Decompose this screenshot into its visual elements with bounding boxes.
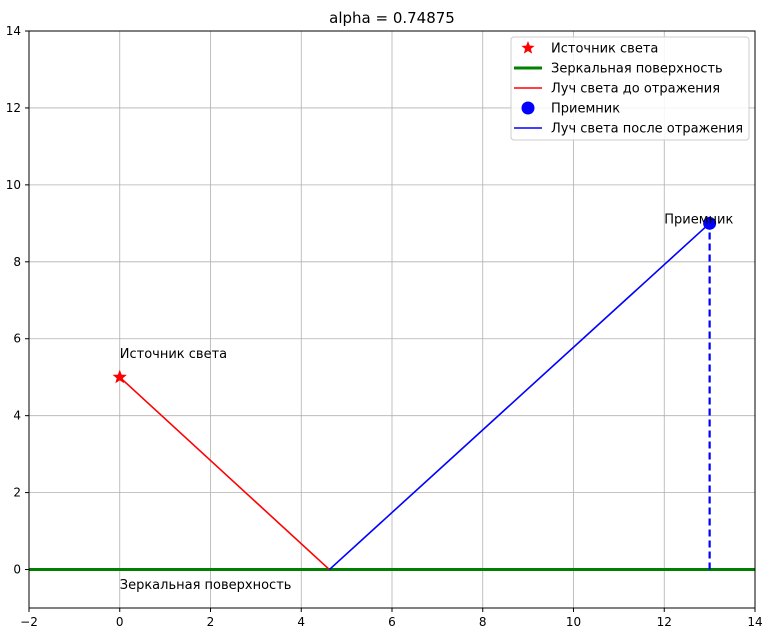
x-tick-label: 2 bbox=[207, 615, 215, 629]
y-tick-label: 6 bbox=[13, 332, 21, 346]
legend-entry-label: Зеркальная поверхность bbox=[551, 62, 723, 77]
axes: −2 0 2 4 6 8 10 12 14 0 2 4 6 8 10 12 14 bbox=[6, 24, 763, 629]
legend-box bbox=[510, 36, 750, 141]
x-tick-label: 14 bbox=[747, 615, 762, 629]
x-tick-label: 12 bbox=[657, 615, 672, 629]
chart-title: alpha = 0.74875 bbox=[329, 9, 455, 27]
annotations: Источник света Приемник Зеркальная поверхн… bbox=[120, 212, 734, 592]
series-layer bbox=[29, 216, 755, 572]
ray-line bbox=[328, 222, 711, 571]
x-tick-label: 4 bbox=[297, 615, 305, 629]
legend-star-icon bbox=[521, 41, 535, 54]
y-tick-label: 2 bbox=[13, 486, 21, 500]
y-tick-label: 12 bbox=[6, 101, 21, 115]
legend-circle-icon bbox=[521, 101, 535, 115]
x-tick-label: 8 bbox=[479, 615, 487, 629]
ray-line bbox=[119, 376, 330, 571]
y-tick-label: 10 bbox=[6, 178, 21, 192]
x-tick-label: 10 bbox=[566, 615, 581, 629]
y-tick-label: 4 bbox=[13, 409, 21, 423]
x-tick-label: 6 bbox=[388, 615, 396, 629]
receiver-marker bbox=[703, 216, 717, 230]
y-tick-label: 8 bbox=[13, 255, 21, 269]
legend: Источник света Зеркальная поверхность Луч … bbox=[510, 36, 750, 141]
legend-entry-label: Приемник bbox=[551, 102, 620, 117]
legend-entry-label: Источник света bbox=[551, 42, 658, 57]
annotation-label: Зеркальная поверхность bbox=[120, 578, 292, 593]
x-tick-label: 0 bbox=[116, 615, 124, 629]
y-tick-label: 0 bbox=[13, 563, 21, 577]
annotation-label: Источник света bbox=[120, 347, 227, 362]
legend-entry-label: Луч света после отражения bbox=[551, 122, 743, 137]
legend-entry-label: Луч света до отражения bbox=[551, 82, 720, 97]
annotation-label: Приемник bbox=[664, 212, 733, 227]
x-tick-label: −2 bbox=[20, 615, 38, 629]
light-source-marker bbox=[112, 369, 127, 384]
y-tick-label: 14 bbox=[6, 24, 21, 38]
